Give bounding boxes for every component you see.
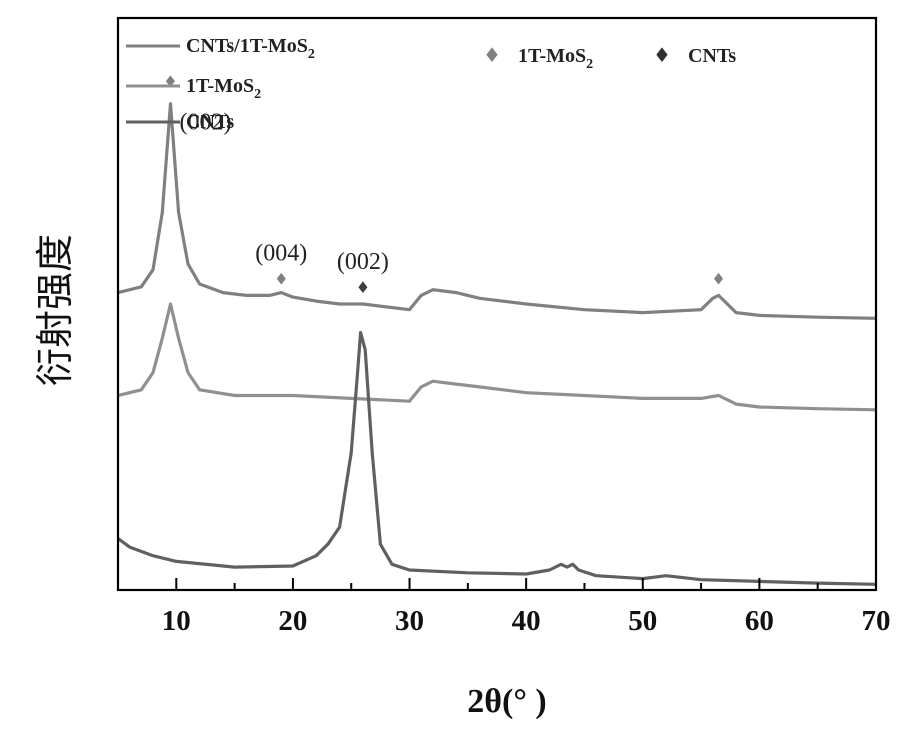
x-tick-label-50: 50 bbox=[628, 605, 657, 637]
marker-legend-symbol-1: ♦ bbox=[653, 43, 671, 67]
marker-legend-label-1: CNTs bbox=[688, 45, 736, 67]
peak-marker-0: ♦ bbox=[163, 72, 177, 91]
series-layer bbox=[117, 102, 877, 586]
peak-annotation-0: (002) bbox=[179, 110, 231, 136]
x-tick-label-20: 20 bbox=[278, 605, 307, 637]
legend-layer: CNTs/1T-MoS2 1T-MoS2 CNTs ♦ 1T-MoS2 ♦ CNTs bbox=[126, 35, 736, 133]
x-tick-label-70: 70 bbox=[862, 605, 891, 637]
peak-marker-2: ♦ bbox=[356, 278, 370, 297]
x-tick-label-10: 10 bbox=[162, 605, 191, 637]
tick-layer: 10 20 30 40 50 60 70 bbox=[117, 578, 891, 637]
legend-label-1: 1T-MoS2 bbox=[186, 75, 261, 102]
x-axis-label: 2θ(° ) bbox=[467, 683, 547, 720]
peak-label-2: (002) bbox=[337, 249, 389, 275]
marker-layer: ♦♦(004)♦(002)♦(002) bbox=[163, 72, 725, 297]
plot-frame bbox=[116, 16, 878, 592]
marker-legend-symbol-0: ♦ bbox=[483, 43, 501, 67]
series-line-0 bbox=[117, 102, 877, 320]
series-line-1 bbox=[117, 302, 877, 412]
x-tick-label-40: 40 bbox=[512, 605, 541, 637]
x-tick-label-60: 60 bbox=[745, 605, 774, 637]
peak-label-1: (004) bbox=[255, 240, 307, 266]
y-axis-label: 衍射强度 bbox=[33, 234, 77, 386]
legend-label-0: CNTs/1T-MoS2 bbox=[186, 35, 315, 62]
series-line-2 bbox=[117, 331, 877, 586]
peak-marker-3: ♦ bbox=[711, 269, 725, 288]
peak-marker-1: ♦ bbox=[274, 269, 288, 288]
legend-label-2: CNTs bbox=[186, 111, 234, 133]
marker-legend-label-0: 1T-MoS2 bbox=[518, 45, 593, 72]
x-tick-label-30: 30 bbox=[395, 605, 424, 637]
